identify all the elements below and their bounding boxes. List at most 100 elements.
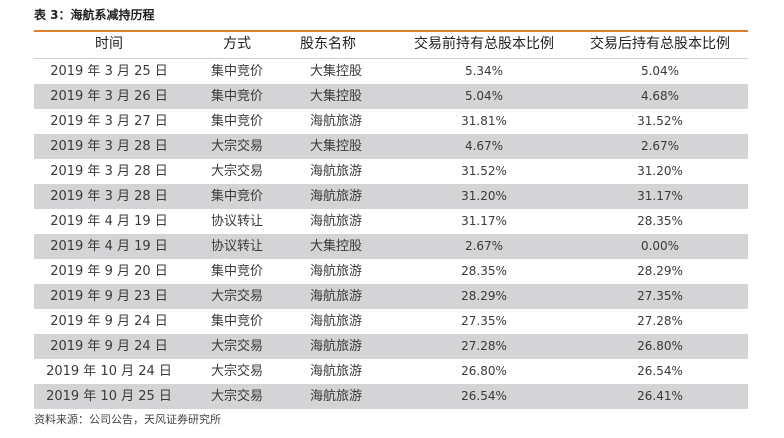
cell-method: 协议转让 (210, 239, 263, 254)
cell-after: 26.80% (637, 339, 683, 353)
header-before: 交易前持有总股本比例 (414, 36, 554, 52)
cell-method: 大宗交易 (210, 164, 263, 179)
cell-method: 大宗交易 (210, 289, 263, 304)
cell-holder: 海航旅游 (290, 384, 396, 409)
cell-before: 31.52% (461, 164, 507, 178)
cell-method: 集中竞价 (210, 189, 263, 204)
cell-before: 31.81% (461, 114, 507, 128)
table-row: 2019 年 3 月 26 日 集中竞价 大集控股 5.04% 4.68% (34, 84, 748, 109)
table-row: 2019 年 3 月 28 日 大宗交易 海航旅游 31.52% 31.20% (34, 159, 748, 184)
cell-after: 26.41% (637, 389, 683, 403)
header-method: 方式 (223, 36, 251, 52)
cell-time: 2019 年 9 月 24 日 (50, 314, 168, 329)
source-note: 资料来源：公司公告，天风证券研究所 (34, 413, 221, 426)
header-after: 交易后持有总股本比例 (590, 36, 730, 52)
cell-before: 5.34% (464, 64, 504, 78)
cell-holder: 海航旅游 (290, 109, 396, 134)
cell-holder: 大集控股 (290, 134, 396, 159)
cell-before: 27.35% (461, 314, 507, 328)
cell-before: 28.35% (461, 264, 507, 278)
table-header-row: 时间 方式 股东名称 交易前持有总股本比例 交易后持有总股本比例 (34, 32, 748, 59)
cell-method: 大宗交易 (210, 139, 263, 154)
cell-time: 2019 年 3 月 27 日 (50, 114, 168, 129)
cell-method: 大宗交易 (210, 339, 263, 354)
cell-holder-text: 大集控股 (310, 139, 363, 154)
table-row: 2019 年 4 月 19 日 协议转让 大集控股 2.67% 0.00% (34, 234, 748, 259)
cell-holder: 大集控股 (290, 59, 396, 84)
cell-after: 31.17% (637, 189, 683, 203)
table-row: 2019 年 10 月 24 日 大宗交易 海航旅游 26.80% 26.54% (34, 359, 748, 384)
cell-holder-text: 海航旅游 (310, 114, 363, 129)
header-holder-label: 股东名称 (300, 36, 356, 52)
reduction-history-table: 时间 方式 股东名称 交易前持有总股本比例 交易后持有总股本比例 2019 年 … (34, 30, 748, 409)
header-time: 时间 (95, 36, 123, 52)
cell-method: 协议转让 (210, 214, 263, 229)
table-row: 2019 年 3 月 27 日 集中竞价 海航旅游 31.81% 31.52% (34, 109, 748, 134)
cell-after: 4.68% (640, 89, 680, 103)
table-row: 2019 年 9 月 24 日 大宗交易 海航旅游 27.28% 26.80% (34, 334, 748, 359)
cell-time: 2019 年 10 月 25 日 (46, 389, 172, 404)
cell-holder: 海航旅游 (290, 284, 396, 309)
table-row: 2019 年 9 月 24 日 集中竞价 海航旅游 27.35% 27.28% (34, 309, 748, 334)
cell-holder: 大集控股 (290, 234, 396, 259)
table-row: 2019 年 3 月 25 日 集中竞价 大集控股 5.34% 5.04% (34, 59, 748, 84)
cell-after: 28.35% (637, 214, 683, 228)
cell-method: 集中竞价 (210, 114, 263, 129)
cell-holder-text: 海航旅游 (310, 189, 363, 204)
table-row: 2019 年 9 月 20 日 集中竞价 海航旅游 28.35% 28.29% (34, 259, 748, 284)
cell-before: 27.28% (461, 339, 507, 353)
cell-holder: 海航旅游 (290, 309, 396, 334)
cell-method: 集中竞价 (210, 89, 263, 104)
cell-time: 2019 年 3 月 28 日 (50, 189, 168, 204)
cell-after: 27.35% (637, 289, 683, 303)
cell-method: 大宗交易 (210, 364, 263, 379)
cell-holder: 海航旅游 (290, 359, 396, 384)
cell-holder-text: 海航旅游 (310, 289, 363, 304)
cell-time: 2019 年 3 月 25 日 (50, 64, 168, 79)
cell-time: 2019 年 4 月 19 日 (50, 214, 168, 229)
table-row: 2019 年 9 月 23 日 大宗交易 海航旅游 28.29% 27.35% (34, 284, 748, 309)
table-row: 2019 年 3 月 28 日 集中竞价 海航旅游 31.20% 31.17% (34, 184, 748, 209)
cell-time: 2019 年 9 月 23 日 (50, 289, 168, 304)
cell-holder-text: 大集控股 (310, 89, 363, 104)
cell-method: 集中竞价 (210, 64, 263, 79)
cell-holder-text: 海航旅游 (310, 389, 363, 404)
cell-time: 2019 年 10 月 24 日 (46, 364, 172, 379)
cell-method: 集中竞价 (210, 264, 263, 279)
cell-holder-text: 海航旅游 (310, 364, 363, 379)
cell-holder: 海航旅游 (290, 334, 396, 359)
table-caption: 表 3：海航系减持历程 (34, 8, 155, 22)
cell-after: 31.20% (637, 164, 683, 178)
cell-method: 大宗交易 (210, 389, 263, 404)
cell-time: 2019 年 4 月 19 日 (50, 239, 168, 254)
cell-time: 2019 年 3 月 28 日 (50, 139, 168, 154)
cell-holder-text: 海航旅游 (310, 314, 363, 329)
table-row: 2019 年 10 月 25 日 大宗交易 海航旅游 26.54% 26.41% (34, 384, 748, 409)
cell-holder-text: 海航旅游 (310, 339, 363, 354)
cell-holder-text: 大集控股 (310, 239, 363, 254)
cell-before: 5.04% (464, 89, 504, 103)
cell-after: 5.04% (640, 64, 680, 78)
cell-holder-text: 海航旅游 (310, 264, 363, 279)
cell-time: 2019 年 3 月 26 日 (50, 89, 168, 104)
table-row: 2019 年 3 月 28 日 大宗交易 大集控股 4.67% 2.67% (34, 134, 748, 159)
cell-after: 26.54% (637, 364, 683, 378)
cell-before: 4.67% (464, 139, 504, 153)
cell-holder: 海航旅游 (290, 209, 396, 234)
cell-before: 26.80% (461, 364, 507, 378)
cell-holder: 大集控股 (290, 84, 396, 109)
cell-after: 28.29% (637, 264, 683, 278)
cell-holder-text: 海航旅游 (310, 164, 363, 179)
table-row: 2019 年 4 月 19 日 协议转让 海航旅游 31.17% 28.35% (34, 209, 748, 234)
cell-before: 26.54% (461, 389, 507, 403)
cell-after: 2.67% (640, 139, 680, 153)
cell-after: 0.00% (640, 239, 680, 253)
cell-method: 集中竞价 (210, 314, 263, 329)
cell-time: 2019 年 9 月 20 日 (50, 264, 168, 279)
cell-holder-text: 大集控股 (310, 64, 363, 79)
cell-before: 31.20% (461, 189, 507, 203)
cell-before: 2.67% (464, 239, 504, 253)
cell-after: 31.52% (637, 114, 683, 128)
cell-holder: 海航旅游 (290, 159, 396, 184)
cell-before: 28.29% (461, 289, 507, 303)
